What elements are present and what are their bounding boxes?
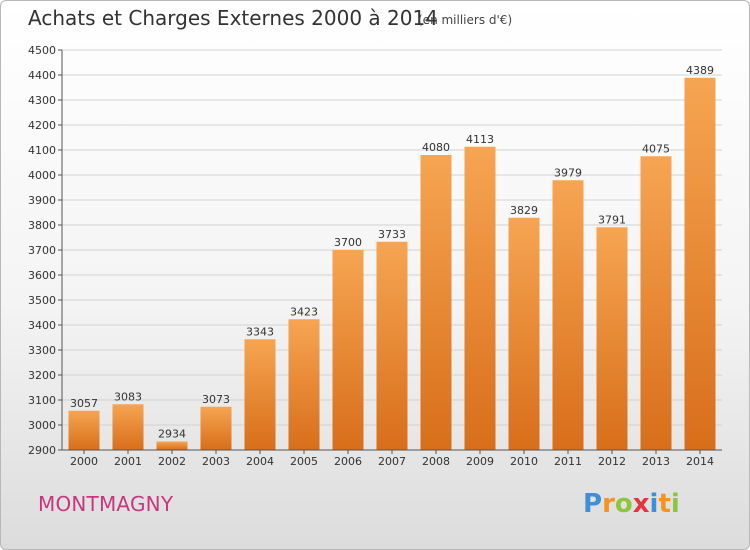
y-tick-label: 3200 <box>28 369 56 382</box>
bar <box>156 441 188 450</box>
bar <box>112 404 144 450</box>
x-tick-label: 2008 <box>422 455 450 468</box>
y-tick-label: 3300 <box>28 344 56 357</box>
y-tick-label: 4300 <box>28 94 56 107</box>
y-tick-label: 4100 <box>28 144 56 157</box>
bar <box>508 217 540 450</box>
bar <box>288 319 320 450</box>
axes <box>58 49 722 454</box>
y-tick-label: 4200 <box>28 119 56 132</box>
logo-letter: i <box>670 489 680 519</box>
x-tick-label: 2006 <box>334 455 362 468</box>
x-tick-label: 2014 <box>686 455 714 468</box>
x-tick-label: 2001 <box>114 455 142 468</box>
y-tick-label: 4000 <box>28 169 56 182</box>
bar-value-label: 3057 <box>70 397 98 410</box>
y-tick-label: 3000 <box>28 419 56 432</box>
bars <box>68 77 716 450</box>
x-tick-label: 2011 <box>554 455 582 468</box>
bar <box>200 406 232 450</box>
logo-letter: r <box>602 489 615 519</box>
x-tick-label: 2003 <box>202 455 230 468</box>
y-tick-label: 3500 <box>28 294 56 307</box>
y-tick-label: 4500 <box>28 44 56 57</box>
x-tick-label: 2007 <box>378 455 406 468</box>
x-tick-label: 2012 <box>598 455 626 468</box>
y-tick-label: 4400 <box>28 69 56 82</box>
y-tick-label: 2900 <box>28 444 56 457</box>
bar <box>244 339 276 450</box>
bar-value-label: 3073 <box>202 393 230 406</box>
y-tick-label: 3400 <box>28 319 56 332</box>
bar-value-label: 3733 <box>378 228 406 241</box>
location-name: MONTMAGNY <box>38 492 174 516</box>
x-tick-label: 2013 <box>642 455 670 468</box>
bar-value-label: 3829 <box>510 204 538 217</box>
bar-value-label: 4113 <box>466 133 494 146</box>
bar-value-label: 3791 <box>598 213 626 226</box>
bar <box>552 180 584 450</box>
bar-value-label: 2934 <box>158 428 186 441</box>
x-tick-label: 2002 <box>158 455 186 468</box>
y-tick-label: 3800 <box>28 219 56 232</box>
bar-value-label: 3700 <box>334 236 362 249</box>
labels: 2900 3000 3100 3200 3300 3400 3500 3600 3700 3800… <box>28 44 714 468</box>
x-tick-label: 2010 <box>510 455 538 468</box>
bar <box>420 155 452 450</box>
x-tick-label: 2000 <box>70 455 98 468</box>
logo-letter: i <box>649 489 659 519</box>
bar-value-label: 3083 <box>114 390 142 403</box>
chart-subtitle: (en milliers d'€) <box>418 13 513 27</box>
bar <box>376 241 408 450</box>
proxiti-logo: Proxiti <box>583 489 680 519</box>
x-tick-label: 2005 <box>290 455 318 468</box>
bar <box>596 227 628 450</box>
logo-letter: o <box>614 489 633 519</box>
logo-letter: P <box>583 489 603 519</box>
bar-value-label: 3979 <box>554 166 582 179</box>
y-tick-label: 3700 <box>28 244 56 257</box>
bar <box>464 146 496 450</box>
bar <box>68 410 100 450</box>
bar-value-label: 4389 <box>686 64 714 77</box>
logo-letter: x <box>632 489 650 519</box>
logo-letter: t <box>658 489 671 519</box>
y-tick-label: 3600 <box>28 269 56 282</box>
bar-value-label: 4075 <box>642 142 670 155</box>
bar <box>640 156 672 450</box>
y-tick-label: 3100 <box>28 394 56 407</box>
chart-title: Achats et Charges Externes 2000 à 2014 <box>28 6 438 30</box>
bar <box>684 77 716 450</box>
bar <box>332 250 364 450</box>
x-tick-label: 2004 <box>246 455 274 468</box>
y-tick-label: 3900 <box>28 194 56 207</box>
bar-value-label: 3423 <box>290 305 318 318</box>
bar-value-label: 3343 <box>246 325 274 338</box>
bar-value-label: 4080 <box>422 141 450 154</box>
x-tick-label: 2009 <box>466 455 494 468</box>
